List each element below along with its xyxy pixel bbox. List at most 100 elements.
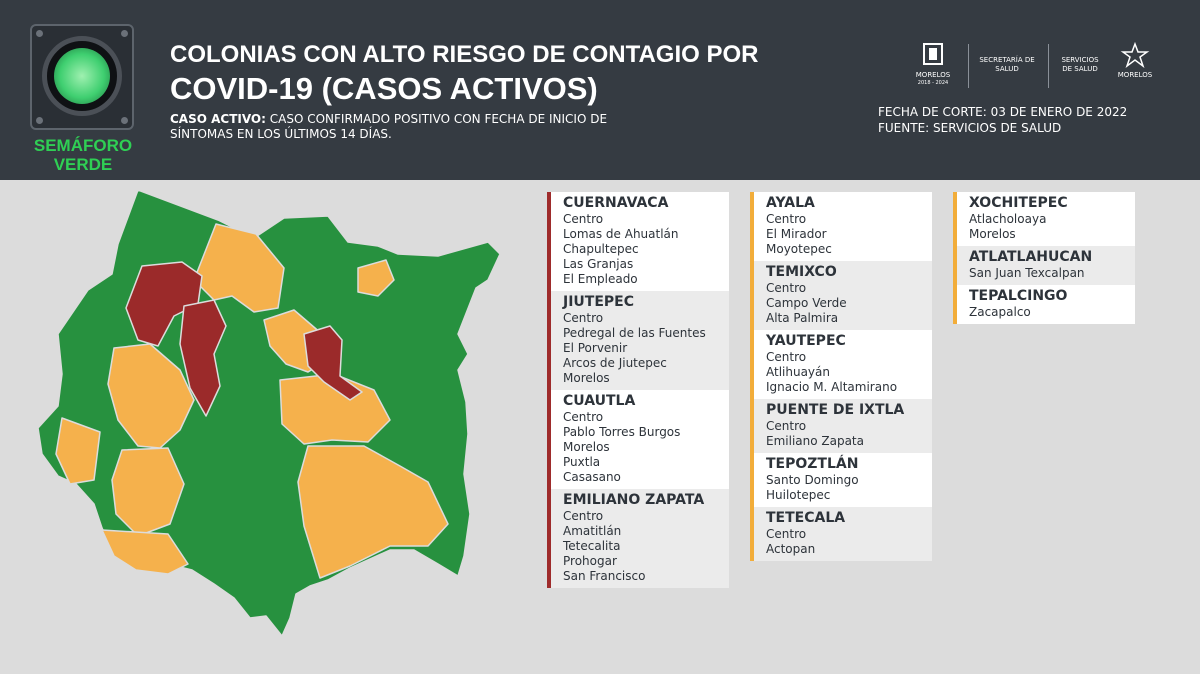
municipio-name: TEMIXCO bbox=[766, 264, 837, 280]
morelos-logo-years: 2018 - 2024 bbox=[917, 80, 949, 86]
colonia-item: Arcos de Jiutepec bbox=[563, 356, 667, 370]
map-region-red bbox=[125, 261, 203, 347]
map-region-orange bbox=[357, 259, 395, 297]
fuente: FUENTE: SERVICIOS DE SALUD bbox=[878, 121, 1062, 135]
logo-divider bbox=[968, 44, 969, 88]
map-region-orange bbox=[111, 447, 185, 537]
colonia-item: Centro bbox=[766, 419, 807, 433]
colonia-item: Moyotepec bbox=[766, 242, 832, 256]
screw-icon bbox=[121, 117, 128, 124]
municipio-name: JIUTEPEC bbox=[563, 294, 634, 310]
screw-icon bbox=[36, 117, 43, 124]
morelos-shield-icon bbox=[923, 43, 943, 65]
municipio-name: TEPOZTLÁN bbox=[766, 456, 859, 472]
municipio-block: TEPOZTLÁN Santo Domingo Huilotepec bbox=[750, 453, 932, 507]
definition-label: CASO ACTIVO: bbox=[170, 112, 266, 126]
definition-text: CASO ACTIVO: CASO CONFIRMADO POSITIVO CO… bbox=[170, 112, 640, 142]
colonia-item: Pablo Torres Burgos bbox=[563, 425, 681, 439]
colonia-item: Centro bbox=[766, 281, 807, 295]
municipio-name: PUENTE DE IXTLA bbox=[766, 402, 905, 418]
municipio-block: CUAUTLA Centro Pablo Torres Burgos Morelos P… bbox=[547, 390, 729, 489]
colonia-item: Pedregal de las Fuentes bbox=[563, 326, 706, 340]
cutoff-info: FECHA DE CORTE: 03 DE ENERO DE 2022 FUEN… bbox=[878, 104, 1127, 136]
colonia-item: Zacapalco bbox=[969, 305, 1031, 319]
map-region-orange bbox=[107, 343, 195, 449]
municipios-column-1: CUERNAVACA Centro Lomas de Ahuatlán Chapult… bbox=[547, 192, 729, 588]
municipios-column-2: AYALA Centro El Mirador Moyotepec TEMIXCO Cen… bbox=[750, 192, 932, 561]
colonia-item: Amatitlán bbox=[563, 524, 622, 538]
colonia-item: Casasano bbox=[563, 470, 621, 484]
colonia-item: Centro bbox=[766, 350, 807, 364]
municipio-block: ATLATLAHUCAN San Juan Texcalpan bbox=[953, 246, 1135, 285]
colonia-item: Morelos bbox=[563, 371, 610, 385]
colonia-item: Huilotepec bbox=[766, 488, 831, 502]
map-region-red bbox=[303, 325, 363, 401]
header-banner: SEMÁFORO VERDE COLONIAS CON ALTO RIESGO … bbox=[0, 0, 1200, 180]
screw-icon bbox=[121, 30, 128, 37]
institution-logos: MORELOS 2018 - 2024 SECRETARÍA DE SALUD … bbox=[910, 41, 1160, 92]
green-light-icon bbox=[54, 48, 110, 104]
morelos-map bbox=[37, 189, 501, 637]
servicios-morelos-logo: MORELOS bbox=[1110, 41, 1160, 80]
municipio-name: AYALA bbox=[766, 195, 815, 211]
colonia-item: El Porvenir bbox=[563, 341, 628, 355]
municipio-name: EMILIANO ZAPATA bbox=[563, 492, 705, 508]
colonia-item: Actopan bbox=[766, 542, 816, 556]
map-region-orange bbox=[55, 417, 101, 485]
map-region-orange bbox=[297, 445, 449, 579]
municipio-name: TETECALA bbox=[766, 510, 846, 526]
municipio-block: XOCHITEPEC Atlacholoaya Morelos bbox=[953, 192, 1135, 246]
colonia-item: San Francisco bbox=[563, 569, 646, 583]
map-region-orange bbox=[101, 529, 189, 575]
colonia-item: San Juan Texcalpan bbox=[969, 266, 1085, 280]
colonia-item: Las Granjas bbox=[563, 257, 634, 271]
fecha-corte: FECHA DE CORTE: 03 DE ENERO DE 2022 bbox=[878, 105, 1128, 119]
colonia-item: Morelos bbox=[563, 440, 610, 454]
title-line-2: COVID-19 (CASOS ACTIVOS) bbox=[170, 71, 598, 106]
colonia-item: El Mirador bbox=[766, 227, 827, 241]
colonia-item: Lomas de Ahuatlán bbox=[563, 227, 679, 241]
municipio-name: YAUTEPEC bbox=[766, 333, 846, 349]
servicios-morelos-text: MORELOS bbox=[1117, 71, 1153, 79]
colonia-item: Santo Domingo bbox=[766, 473, 859, 487]
colonia-item: Puxtla bbox=[563, 455, 601, 469]
colonia-item: Chapultepec bbox=[563, 242, 639, 256]
colonia-item: Atlacholoaya bbox=[969, 212, 1047, 226]
colonia-item: Atlihuayán bbox=[766, 365, 830, 379]
colonia-item: Ignacio M. Altamirano bbox=[766, 380, 898, 394]
colonia-item: Prohogar bbox=[563, 554, 617, 568]
colonia-item: Centro bbox=[766, 212, 807, 226]
definition-body: CASO CONFIRMADO POSITIVO CON FECHA DE IN… bbox=[170, 112, 608, 141]
municipio-block: JIUTEPEC Centro Pedregal de las Fuentes El … bbox=[547, 291, 729, 390]
page-title: COLONIAS CON ALTO RIESGO DE CONTAGIO POR… bbox=[170, 38, 758, 106]
secretaria-salud-logo: SECRETARÍA DE SALUD bbox=[979, 56, 1035, 73]
municipio-name: XOCHITEPEC bbox=[969, 195, 1068, 211]
colonia-item: Centro bbox=[563, 410, 604, 424]
municipio-name: ATLATLAHUCAN bbox=[969, 249, 1093, 265]
municipios-column-3: XOCHITEPEC Atlacholoaya Morelos ATLATLAHUCA… bbox=[953, 192, 1135, 324]
colonia-item: Alta Palmira bbox=[766, 311, 839, 325]
municipio-name: TEPALCINGO bbox=[969, 288, 1068, 304]
municipio-block: PUENTE DE IXTLA Centro Emiliano Zapata bbox=[750, 399, 932, 453]
municipio-block: CUERNAVACA Centro Lomas de Ahuatlán Chapult… bbox=[547, 192, 729, 291]
colonia-item: Centro bbox=[766, 527, 807, 541]
screw-icon bbox=[36, 30, 43, 37]
colonia-item: Centro bbox=[563, 311, 604, 325]
colonia-item: Emiliano Zapata bbox=[766, 434, 864, 448]
colonia-item: El Empleado bbox=[563, 272, 638, 286]
title-line-1: COLONIAS CON ALTO RIESGO DE CONTAGIO POR bbox=[170, 41, 759, 68]
map-region-red bbox=[179, 299, 227, 417]
colonia-item: Campo Verde bbox=[766, 296, 847, 310]
colonia-item: Centro bbox=[563, 212, 604, 226]
municipio-block: TEMIXCO Centro Campo Verde Alta Palmira bbox=[750, 261, 932, 330]
municipio-name: CUERNAVACA bbox=[563, 195, 669, 211]
municipio-block: AYALA Centro El Mirador Moyotepec bbox=[750, 192, 932, 261]
logo-divider bbox=[1048, 44, 1049, 88]
municipio-block: EMILIANO ZAPATA Centro Amatitlán Tetecalita… bbox=[547, 489, 729, 588]
municipio-block: TEPALCINGO Zacapalco bbox=[953, 285, 1135, 324]
colonia-item: Centro bbox=[563, 509, 604, 523]
morelos-logo: MORELOS 2018 - 2024 bbox=[910, 42, 956, 86]
municipio-name: CUAUTLA bbox=[563, 393, 636, 409]
municipio-block: YAUTEPEC Centro Atlihuayán Ignacio M. Altam… bbox=[750, 330, 932, 399]
traffic-light-icon bbox=[30, 24, 134, 130]
